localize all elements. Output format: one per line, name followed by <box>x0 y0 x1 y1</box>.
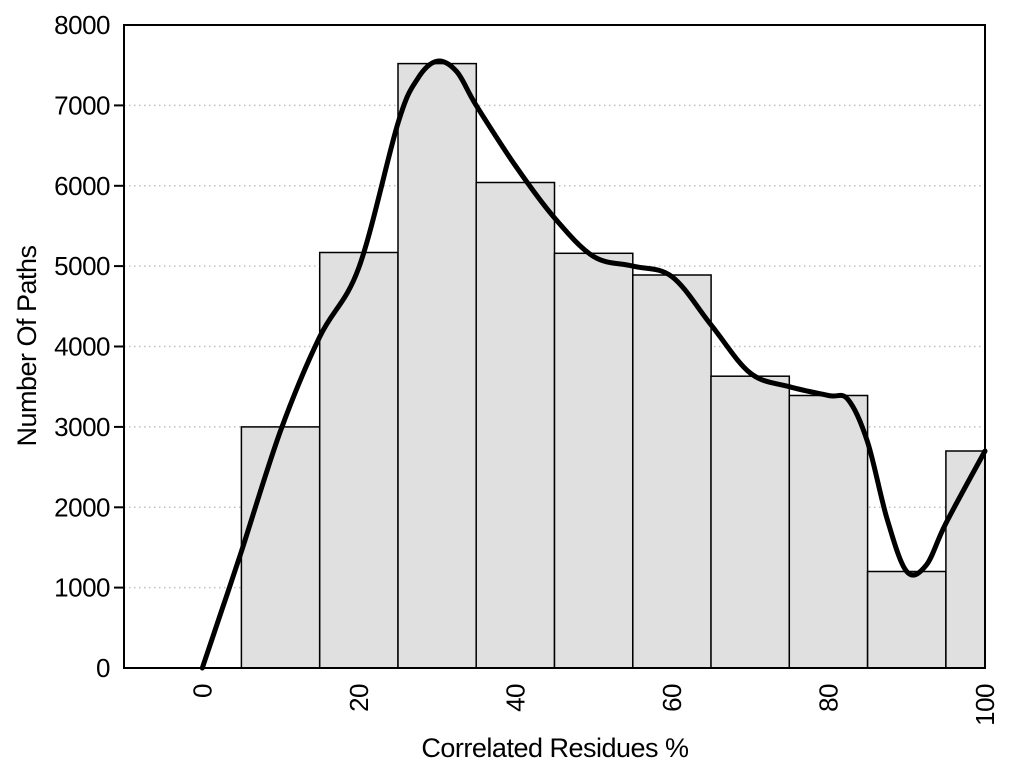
x-tick-label: 20 <box>344 684 374 712</box>
y-tick-label: 7000 <box>54 90 110 120</box>
x-tick-labels-group: 0 20 40 60 80 100 <box>187 684 1000 726</box>
y-tick-label: 5000 <box>54 251 110 281</box>
y-tick-labels-group: 0 1000 2000 3000 4000 5000 6000 7000 8000 <box>54 10 110 683</box>
histogram-bar <box>553 252 634 669</box>
x-axis-title: Correlated Residues % <box>421 733 689 763</box>
x-tick-label: 0 <box>187 684 217 698</box>
y-axis-title: Number Of Paths <box>12 245 42 446</box>
y-tick-label: 6000 <box>54 171 110 201</box>
histogram-bar <box>632 274 712 669</box>
x-tick-label: 60 <box>657 684 687 712</box>
y-tick-label: 3000 <box>54 412 110 442</box>
y-tick-label: 0 <box>96 653 110 683</box>
x-tick-label: 100 <box>970 684 1000 726</box>
histogram-bar <box>240 426 321 669</box>
histogram-bar <box>866 570 947 669</box>
density-curve <box>199 58 988 671</box>
plot-frame <box>123 24 986 669</box>
y-tick-label: 2000 <box>54 492 110 522</box>
x-tick-label: 80 <box>814 684 844 712</box>
y-ticks-group <box>114 104 124 589</box>
x-tick-label: 40 <box>500 684 530 712</box>
y-tick-label: 4000 <box>54 332 110 362</box>
y-tick-label: 1000 <box>54 573 110 603</box>
bars-group <box>240 62 986 669</box>
y-tick-label: 8000 <box>54 10 110 40</box>
histogram-bar <box>788 394 869 669</box>
histogram-bar <box>475 181 556 669</box>
histogram-bar <box>710 375 791 669</box>
histogram-bar <box>397 62 478 669</box>
